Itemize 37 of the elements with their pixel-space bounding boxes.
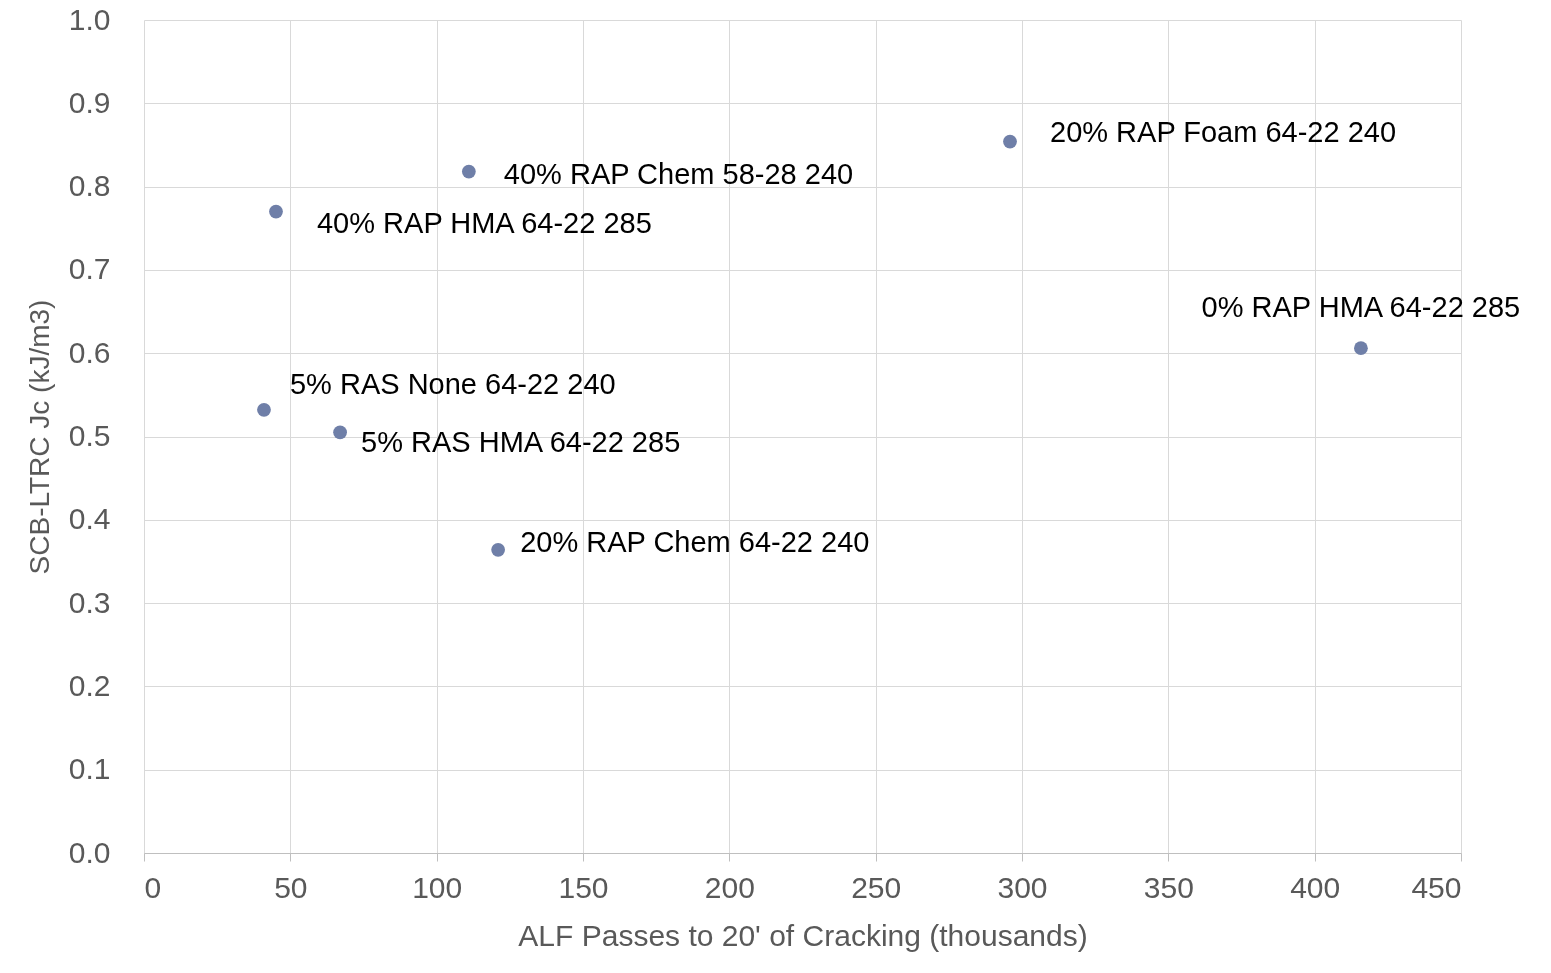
- point: [257, 402, 271, 417]
- point: [333, 425, 347, 440]
- y-tick-label: 0.0: [68, 835, 111, 869]
- y-tick-label: 0.3: [68, 585, 111, 619]
- y-tick-label: 0.9: [68, 85, 111, 119]
- x-tick-label: 50: [274, 870, 308, 904]
- x-tick-label: 0: [144, 870, 162, 904]
- x-tick-label: 300: [997, 870, 1048, 904]
- annotation: 5% RAS None 64-22 240: [289, 367, 616, 400]
- y-tick-label: 0.8: [68, 169, 111, 203]
- point: [269, 204, 283, 219]
- y-tick-label: 0.1: [68, 752, 111, 786]
- y-tick-label: 0.5: [68, 419, 111, 452]
- y-tick-label: 0.4: [68, 502, 111, 536]
- y-tick-label: 0.2: [68, 668, 111, 702]
- x-axis-title: ALF Passes to 20' of Cracking (thousands): [518, 918, 1088, 952]
- point: [1354, 341, 1368, 356]
- x-tick-label: 150: [558, 870, 609, 904]
- y-tick-label: 0.6: [68, 335, 111, 369]
- annotation: 0% RAP HMA 64-22 285: [1201, 291, 1521, 324]
- x-tick-label: 400: [1290, 870, 1341, 904]
- x-tick-label: 100: [412, 870, 463, 904]
- y-axis-title: SCB-LTRC Jc (kJ/m3): [23, 299, 55, 575]
- x-tick-label: 350: [1143, 870, 1194, 904]
- point: [491, 542, 506, 557]
- point: [461, 164, 476, 179]
- annotation: 20% RAP Chem 64-22 240: [520, 525, 870, 558]
- annotation: 20% RAP Foam 64-22 240: [1050, 115, 1397, 148]
- annotation: 40% RAP Chem 58-28 240: [503, 157, 854, 190]
- y-tick-label: 1.0: [68, 2, 111, 36]
- x-tick-label: 450: [1411, 870, 1462, 904]
- y-tick-label: 0.7: [68, 252, 111, 286]
- point: [1003, 134, 1017, 149]
- x-tick-label: 200: [704, 870, 755, 904]
- x-tick-label: 250: [851, 870, 902, 904]
- annotation: 40% RAP HMA 64-22 285: [316, 206, 652, 239]
- annotation: 5% RAS HMA 64-22 285: [361, 426, 681, 459]
